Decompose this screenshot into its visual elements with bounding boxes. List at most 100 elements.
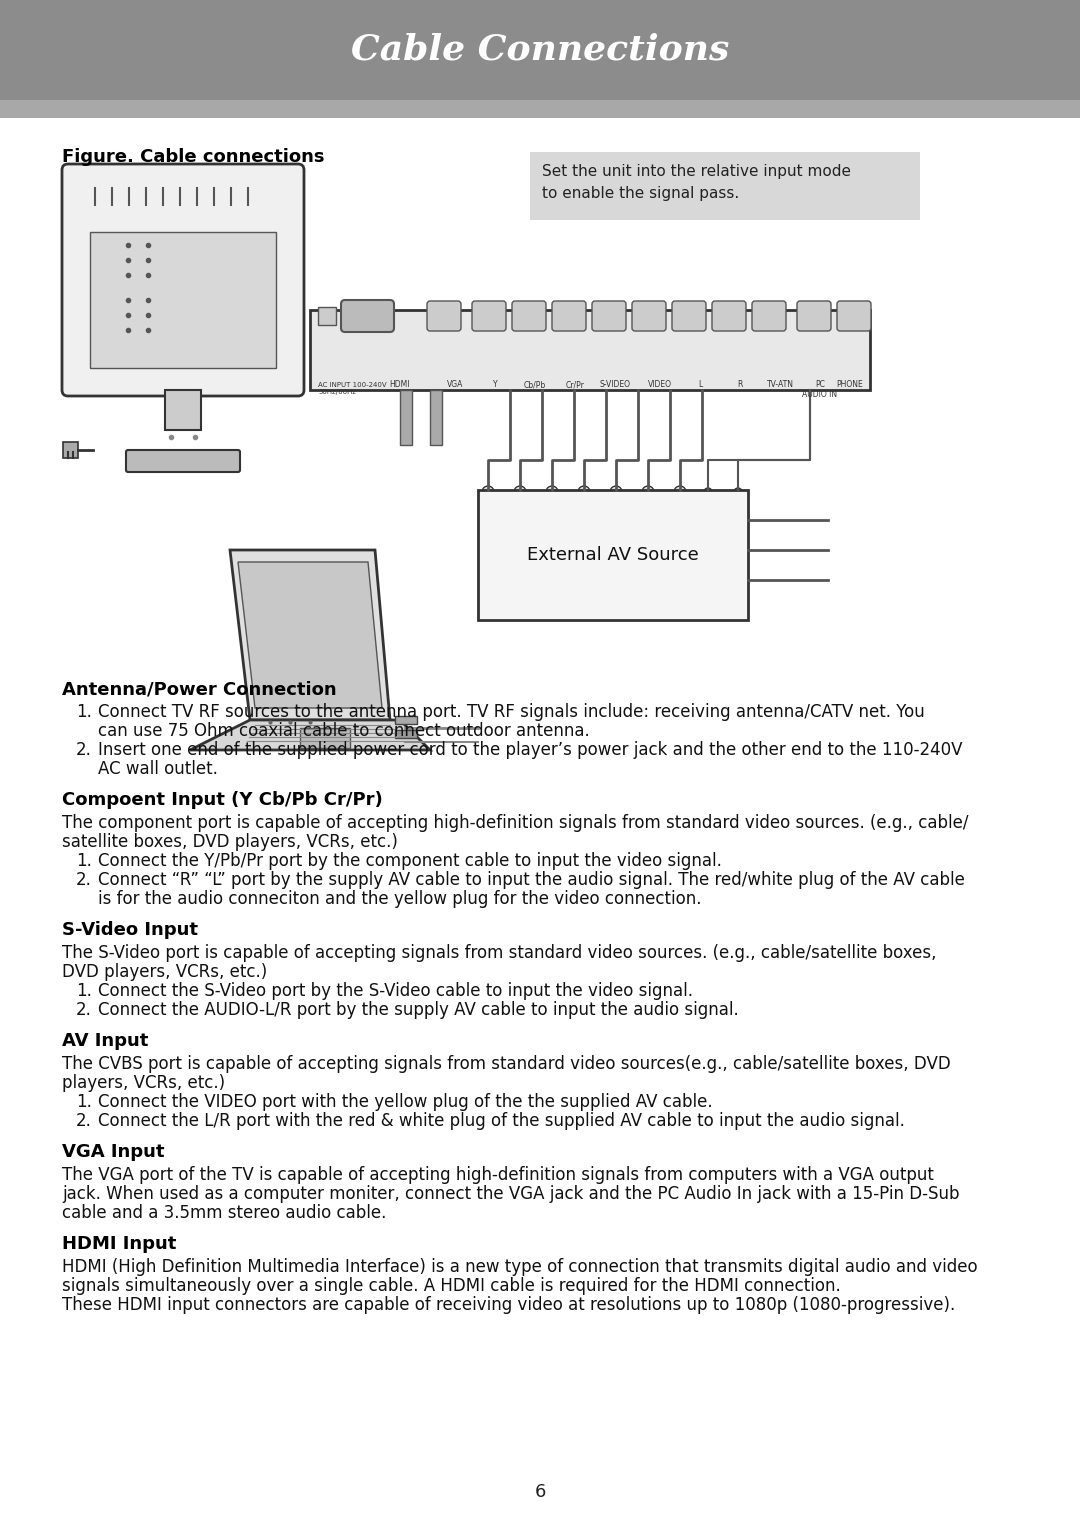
FancyBboxPatch shape	[797, 301, 831, 330]
Text: Cr/Pr: Cr/Pr	[566, 380, 584, 389]
Circle shape	[581, 489, 586, 494]
Text: 2.: 2.	[76, 741, 92, 759]
Bar	[478, 489, 748, 620]
Bar	[430, 389, 442, 445]
Circle shape	[578, 486, 590, 498]
Circle shape	[546, 486, 558, 498]
Text: Compoent Input (Y Cb/Pb Cr/Pr): Compoent Input (Y Cb/Pb Cr/Pr)	[62, 791, 382, 809]
FancyBboxPatch shape	[427, 301, 461, 330]
FancyBboxPatch shape	[712, 301, 746, 330]
Text: Cable Connections: Cable Connections	[351, 33, 729, 67]
FancyBboxPatch shape	[672, 301, 706, 330]
Text: can use 75 Ohm coaxial cable to connect outdoor antenna.: can use 75 Ohm coaxial cable to connect …	[98, 723, 590, 739]
Circle shape	[646, 489, 650, 494]
Text: Y: Y	[492, 380, 497, 389]
Circle shape	[610, 486, 622, 498]
Circle shape	[677, 489, 683, 494]
Circle shape	[642, 486, 654, 498]
Circle shape	[734, 488, 742, 495]
Text: AC INPUT 100-240V
50Hz/60Hz: AC INPUT 100-240V 50Hz/60Hz	[318, 382, 387, 395]
Text: 2.: 2.	[76, 1112, 92, 1130]
Text: These HDMI input connectors are capable of receiving video at resolutions up to : These HDMI input connectors are capable …	[62, 1295, 955, 1314]
Circle shape	[704, 488, 712, 495]
Text: The component port is capable of accepting high-definition signals from standard: The component port is capable of accepti…	[62, 814, 969, 832]
Polygon shape	[238, 562, 382, 708]
Text: Cb/Pb: Cb/Pb	[524, 380, 546, 389]
FancyBboxPatch shape	[752, 301, 786, 330]
Circle shape	[486, 489, 490, 494]
Text: 6: 6	[535, 1483, 545, 1501]
Bar	[318, 308, 336, 326]
FancyBboxPatch shape	[472, 301, 507, 330]
Text: VGA Input: VGA Input	[62, 1142, 164, 1160]
Text: The S-Video port is capable of accepting signals from standard video sources. (e: The S-Video port is capable of accepting…	[62, 944, 936, 962]
Text: 2.: 2.	[76, 871, 92, 889]
FancyBboxPatch shape	[632, 301, 666, 330]
Circle shape	[550, 489, 554, 494]
FancyBboxPatch shape	[552, 301, 586, 330]
Text: External AV Source: External AV Source	[527, 545, 699, 564]
FancyBboxPatch shape	[62, 164, 303, 395]
Text: Figure. Cable connections: Figure. Cable connections	[62, 148, 324, 167]
Text: Connect TV RF sources to the antenna port. TV RF signals include: receiving ante: Connect TV RF sources to the antenna por…	[98, 703, 924, 721]
Text: The VGA port of the TV is capable of accepting high-definition signals from comp: The VGA port of the TV is capable of acc…	[62, 1167, 934, 1185]
Text: 1.: 1.	[76, 982, 92, 1000]
Text: Insert one end of the supplied power cord to the player’s power jack and the oth: Insert one end of the supplied power cor…	[98, 741, 962, 759]
Circle shape	[514, 486, 526, 498]
Bar	[395, 730, 417, 738]
Text: Connect the AUDIO-L/R port by the supply AV cable to input the audio signal.: Connect the AUDIO-L/R port by the supply…	[98, 1001, 739, 1020]
Text: is for the audio conneciton and the yellow plug for the video connection.: is for the audio conneciton and the yell…	[98, 889, 702, 907]
Text: Connect the S-Video port by the S-Video cable to input the video signal.: Connect the S-Video port by the S-Video …	[98, 982, 693, 1000]
Text: TV-ATN: TV-ATN	[767, 380, 794, 389]
Text: L: L	[698, 380, 702, 389]
FancyBboxPatch shape	[592, 301, 626, 330]
Bar	[0, 0, 1080, 100]
Text: HDMI Input: HDMI Input	[62, 1235, 176, 1253]
Text: R: R	[738, 380, 743, 389]
Circle shape	[482, 486, 494, 498]
Text: VGA: VGA	[447, 380, 463, 389]
Text: Antenna/Power Connection: Antenna/Power Connection	[62, 680, 337, 698]
Text: satellite boxes, DVD players, VCRs, etc.): satellite boxes, DVD players, VCRs, etc.…	[62, 833, 397, 851]
Bar	[310, 311, 870, 389]
Text: Connect “R” “L” port by the supply AV cable to input the audio signal. The red/w: Connect “R” “L” port by the supply AV ca…	[98, 871, 964, 889]
Text: players, VCRs, etc.): players, VCRs, etc.)	[62, 1074, 225, 1092]
Bar	[530, 152, 920, 220]
Text: DVD players, VCRs, etc.): DVD players, VCRs, etc.)	[62, 964, 267, 982]
FancyBboxPatch shape	[512, 301, 546, 330]
FancyBboxPatch shape	[341, 300, 394, 332]
Bar	[300, 729, 350, 748]
Circle shape	[674, 486, 686, 498]
Text: cable and a 3.5mm stereo audio cable.: cable and a 3.5mm stereo audio cable.	[62, 1204, 387, 1223]
Text: 1.: 1.	[76, 851, 92, 870]
Text: PC
AUDIO IN: PC AUDIO IN	[802, 380, 838, 400]
Circle shape	[517, 489, 523, 494]
Text: HDMI (High Definition Multimedia Interface) is a new type of connection that tra: HDMI (High Definition Multimedia Interfa…	[62, 1257, 977, 1276]
FancyBboxPatch shape	[126, 450, 240, 473]
Circle shape	[613, 489, 619, 494]
Text: VIDEO: VIDEO	[648, 380, 672, 389]
Text: AV Input: AV Input	[62, 1032, 148, 1050]
Text: Set the unit into the relative input mode
to enable the signal pass.: Set the unit into the relative input mod…	[542, 164, 851, 201]
Text: Connect the Y/Pb/Pr port by the component cable to input the video signal.: Connect the Y/Pb/Pr port by the componen…	[98, 851, 721, 870]
Text: HDMI: HDMI	[390, 380, 410, 389]
Text: jack. When used as a computer moniter, connect the VGA jack and the PC Audio In : jack. When used as a computer moniter, c…	[62, 1185, 959, 1203]
Text: 1.: 1.	[76, 703, 92, 721]
Text: The CVBS port is capable of accepting signals from standard video sources(e.g., : The CVBS port is capable of accepting si…	[62, 1054, 950, 1073]
Text: Connect the L/R port with the red & white plug of the supplied AV cable to input: Connect the L/R port with the red & whit…	[98, 1112, 905, 1130]
Bar	[395, 717, 417, 724]
Bar	[90, 232, 276, 368]
Bar	[400, 389, 411, 445]
Text: S-VIDEO: S-VIDEO	[599, 380, 631, 389]
Text: S-Video Input: S-Video Input	[62, 921, 198, 939]
FancyBboxPatch shape	[837, 301, 870, 330]
Text: AC wall outlet.: AC wall outlet.	[98, 761, 218, 779]
Bar	[165, 389, 201, 430]
Polygon shape	[190, 720, 430, 750]
Bar	[0, 100, 1080, 118]
Bar	[63, 442, 78, 458]
Text: PHONE: PHONE	[837, 380, 863, 389]
Text: signals simultaneously over a single cable. A HDMI cable is required for the HDM: signals simultaneously over a single cab…	[62, 1277, 840, 1295]
Text: 1.: 1.	[76, 1092, 92, 1110]
Text: 2.: 2.	[76, 1001, 92, 1020]
